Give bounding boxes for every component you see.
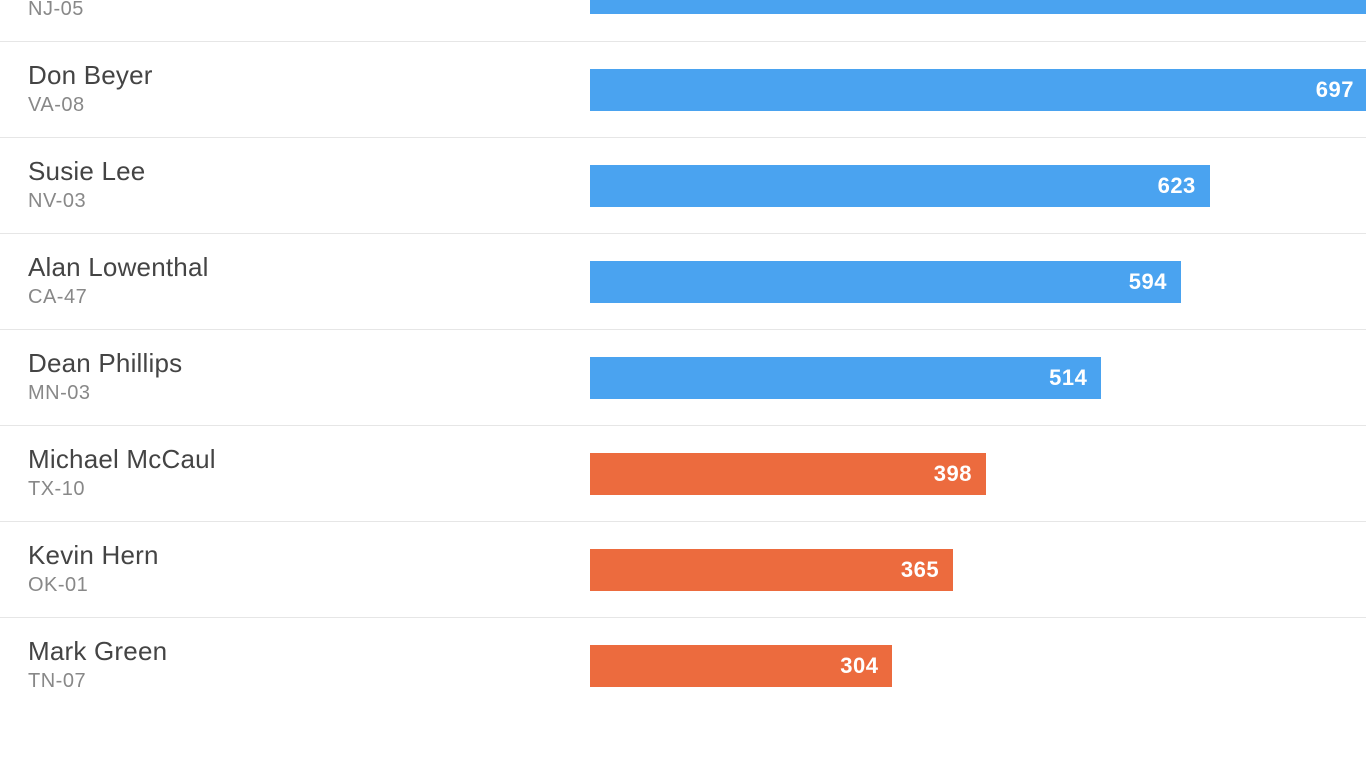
bar — [590, 0, 1366, 14]
person-name: Michael McCaul — [28, 444, 590, 475]
label-column: Josh GottheimerNJ-05 — [0, 0, 590, 23]
chart-row: Don BeyerVA-08 697 — [0, 41, 1366, 137]
bar: 514 — [590, 357, 1101, 399]
bar-value: 623 — [1158, 173, 1196, 199]
bar: 304 — [590, 645, 892, 687]
chart-row: Josh GottheimerNJ-05 — [0, 0, 1366, 41]
district-code: NV-03 — [28, 187, 590, 215]
bar: 365 — [590, 549, 953, 591]
district-code: VA-08 — [28, 91, 590, 119]
bar-column: 398 — [590, 438, 1366, 509]
person-name: Dean Phillips — [28, 348, 590, 379]
bar-chart: Josh GottheimerNJ-05 Don BeyerVA-08 697 Sus… — [0, 0, 1366, 713]
bar-value: 304 — [840, 653, 878, 679]
bar: 594 — [590, 261, 1181, 303]
label-column: Michael McCaulTX-10 — [0, 444, 590, 503]
bar: 398 — [590, 453, 986, 495]
district-code: CA-47 — [28, 283, 590, 311]
label-column: Kevin HernOK-01 — [0, 540, 590, 599]
label-column: Alan LowenthalCA-47 — [0, 252, 590, 311]
district-code: OK-01 — [28, 571, 590, 599]
bar-value: 697 — [1316, 77, 1354, 103]
chart-row: Susie LeeNV-03 623 — [0, 137, 1366, 233]
label-column: Don BeyerVA-08 — [0, 60, 590, 119]
label-column: Mark GreenTN-07 — [0, 636, 590, 695]
person-name: Don Beyer — [28, 60, 590, 91]
bar: 623 — [590, 165, 1210, 207]
chart-row: Dean PhillipsMN-03 514 — [0, 329, 1366, 425]
district-code: TN-07 — [28, 667, 590, 695]
person-name: Kevin Hern — [28, 540, 590, 571]
chart-row: Alan LowenthalCA-47 594 — [0, 233, 1366, 329]
bar-value: 514 — [1049, 365, 1087, 391]
person-name: Alan Lowenthal — [28, 252, 590, 283]
bar-column: 514 — [590, 342, 1366, 413]
bar: 697 — [590, 69, 1366, 111]
chart-row: Mark GreenTN-07 304 — [0, 617, 1366, 713]
bar-column: 623 — [590, 150, 1366, 221]
district-code: NJ-05 — [28, 0, 590, 23]
bar-column: 304 — [590, 630, 1366, 701]
bar-value: 594 — [1129, 269, 1167, 295]
person-name: Mark Green — [28, 636, 590, 667]
chart-row: Michael McCaulTX-10 398 — [0, 425, 1366, 521]
bar-column: 365 — [590, 534, 1366, 605]
bar-column: 697 — [590, 54, 1366, 125]
chart-row: Kevin HernOK-01 365 — [0, 521, 1366, 617]
bar-value: 365 — [901, 557, 939, 583]
district-code: MN-03 — [28, 379, 590, 407]
district-code: TX-10 — [28, 475, 590, 503]
label-column: Susie LeeNV-03 — [0, 156, 590, 215]
label-column: Dean PhillipsMN-03 — [0, 348, 590, 407]
bar-value: 398 — [934, 461, 972, 487]
bar-column: 594 — [590, 246, 1366, 317]
bar-column — [590, 0, 1366, 29]
person-name: Susie Lee — [28, 156, 590, 187]
